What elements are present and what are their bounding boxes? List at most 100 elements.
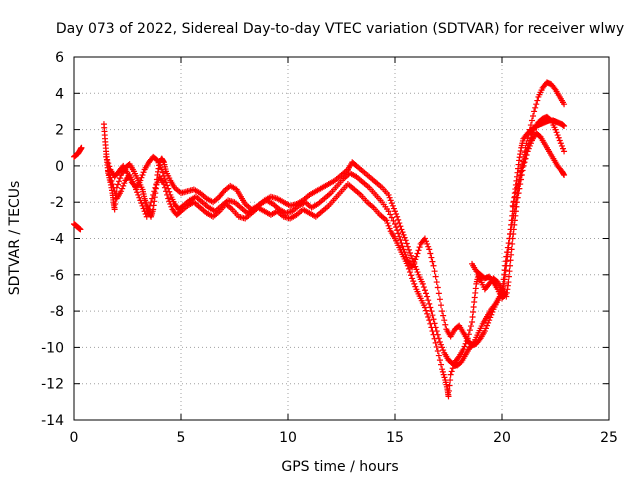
data-point [561,122,568,129]
data-point [103,153,110,160]
data-point [139,171,146,178]
data-point [508,251,515,258]
data-point [449,365,456,372]
x-tick-label: 5 [177,430,186,446]
data-point [556,137,563,144]
data-point [423,290,430,297]
data-point [141,208,148,215]
data-point [433,279,440,286]
data-point [386,225,393,232]
data-point [553,129,560,136]
data-point [158,166,165,173]
data-point [115,178,122,185]
data-point [397,236,404,243]
data-point [438,361,445,368]
data-point [439,366,446,373]
y-tick-label: 2 [55,123,64,139]
data-point [138,174,145,181]
data-points [71,79,568,400]
data-point [387,211,394,218]
data-point [134,189,141,196]
data-point [447,377,454,384]
data-point [436,357,443,364]
data-point [405,246,412,253]
data-point [390,205,397,212]
y-axis-label: SDTVAR / TECUs [7,181,23,296]
data-point [507,257,514,264]
data-point [506,268,513,275]
series-trace-b [71,144,85,160]
data-point [148,199,155,206]
data-point [109,181,116,188]
data-point [554,132,561,139]
data-point [505,279,512,286]
data-point [385,191,392,198]
data-point [136,194,143,201]
data-point [463,338,470,345]
data-point [502,291,509,298]
data-point [511,193,518,200]
data-point [429,312,436,319]
data-point [513,184,520,191]
data-point [410,261,417,268]
data-point [522,152,529,159]
data-point [440,312,447,319]
data-point [442,321,449,328]
data-point [448,368,455,375]
data-point [146,202,153,209]
y-axis: -14 -12 -10 -8 -6 -4 -2 0 2 4 6 [41,50,609,429]
data-point [518,168,525,175]
data-point [561,148,568,155]
data-point [429,258,436,265]
data-point [396,220,403,227]
data-point [466,327,473,334]
data-point [440,347,447,354]
data-point [384,220,391,227]
data-point [408,252,415,259]
data-point [414,269,421,276]
data-point [411,280,418,287]
data-point [121,180,128,187]
data-point [482,325,489,332]
data-point [405,265,412,272]
data-point [427,304,434,311]
data-point [465,331,472,338]
data-point [425,297,432,304]
data-point [412,283,419,290]
data-point [508,246,515,253]
data-point [476,336,483,343]
data-point [445,393,452,400]
data-point [135,191,142,198]
data-point [409,255,416,262]
data-point [395,216,402,223]
data-point [505,240,512,247]
data-point [394,213,401,220]
data-point [532,104,539,111]
data-point [528,117,535,124]
data-point [558,142,565,149]
data-point [414,250,421,257]
data-point [450,362,457,369]
data-point [435,352,442,359]
data-point [436,296,443,303]
y-tick-label: 6 [55,50,64,66]
data-point [137,197,144,204]
y-tick-label: -6 [50,268,64,284]
data-point [441,374,448,381]
data-point [423,307,430,314]
data-point [139,202,146,209]
data-point [413,266,420,273]
data-point [426,246,433,253]
data-point [534,97,541,104]
data-point [401,234,408,241]
data-point [161,184,168,191]
data-point [160,181,167,188]
data-point [438,302,445,309]
data-point [515,180,522,187]
data-point [411,259,418,266]
data-point [421,235,428,242]
data-point [433,343,440,350]
data-point [395,230,402,237]
data-point [446,382,453,389]
